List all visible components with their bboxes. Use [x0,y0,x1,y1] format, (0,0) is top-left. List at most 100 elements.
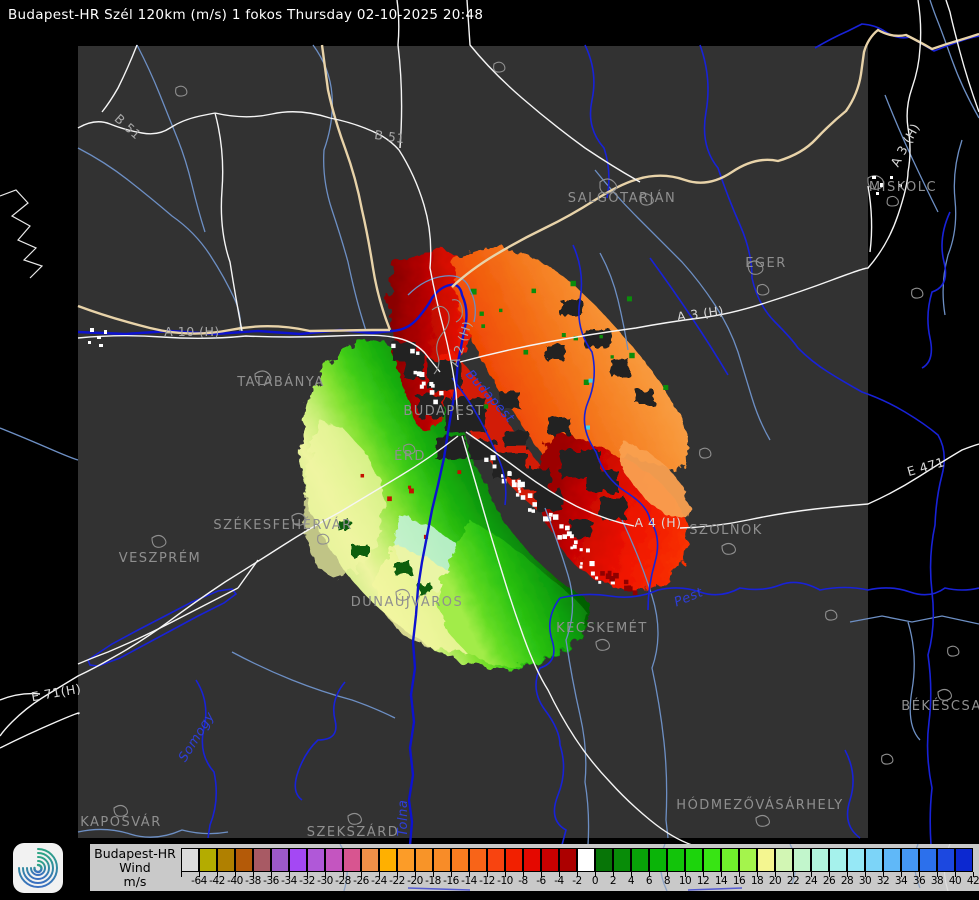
legend-color-box [595,848,613,872]
legend-tick-label: 12 [696,875,710,887]
legend-tick [865,872,866,877]
legend-color-box [901,848,919,872]
legend-color-box [289,848,307,872]
legend-tick-label: -64 [191,875,207,887]
legend-tick [271,872,272,877]
legend-color-box [649,848,667,872]
legend-tick [595,872,596,877]
legend-color-box [181,848,199,872]
legend-tick [289,872,290,877]
legend-tick [703,872,704,877]
city-label: SALGÓTARJÁN [568,190,677,206]
echo-orange-region [452,248,690,536]
road-label: B 51 [373,127,405,146]
lake-balaton [87,588,238,667]
legend-color-box [919,848,937,872]
legend-color-box [829,848,847,872]
legend-color-box [343,848,361,872]
legend-color-box [631,848,649,872]
legend-color-box [775,848,793,872]
legend-color-box [379,848,397,872]
legend-tick [451,872,452,877]
legend-color-box [721,848,739,872]
legend-tick-label: 14 [714,875,728,887]
legend-tick-label: -34 [281,875,297,887]
legend-tick-label: -10 [497,875,513,887]
legend-color-box [253,848,271,872]
legend-tick [415,872,416,877]
legend-tick [829,872,830,877]
legend-color-box [217,848,235,872]
city-label: HÓDMEZŐVÁSÁRHELY [676,797,843,813]
legend-tick [235,872,236,877]
legend-tick-label: 4 [627,875,635,887]
legend-color-box [361,848,379,872]
echo-darkgreen-patches [338,520,432,594]
road-label: A 3 (H) [676,303,725,324]
legend-tick-label: -4 [554,875,564,887]
legend-color-box [325,848,343,872]
legend-tick-label: -14 [461,875,477,887]
city-label: TATABÁNYA [236,374,325,390]
legend-tick-label: -8 [518,875,528,887]
legend-tick-label: 42 [966,875,979,887]
legend-color-box [397,848,415,872]
legend-tick-label: -18 [425,875,441,887]
legend-tick [307,872,308,877]
city-label: ÉRD [394,448,426,464]
legend-color-box [865,848,883,872]
legend-tick [361,872,362,877]
city-label: KECSKEMÉT [556,620,648,636]
city-label: VESZPRÉM [119,550,202,566]
legend-tick [775,872,776,877]
legend-tick-label: -16 [443,875,459,887]
city-label: DUNAÚJVÁROS [351,594,463,610]
legend-color-box [883,848,901,872]
road-label: E 71(H) [30,681,82,705]
city-label: KAPOSVÁR [80,814,162,830]
legend-color-box [469,848,487,872]
legend-color-box [523,848,541,872]
legend-tick [721,872,722,877]
legend-tick-label: -42 [209,875,225,887]
legend-tick-label: 38 [930,875,944,887]
legend-tick [325,872,326,877]
town-dot-clusters [88,176,902,347]
legend-tick [757,872,758,877]
legend-tick [811,872,812,877]
legend-color-box [847,848,865,872]
legend-tick-label: 34 [894,875,908,887]
legend-tick-label: 18 [750,875,764,887]
legend-color-box [739,848,757,872]
legend-color-box [433,848,451,872]
echo-data-holes [392,300,654,536]
legend-tick-label: -38 [245,875,261,887]
legend-tick [847,872,848,877]
legend-color-box [685,848,703,872]
legend-tick [685,872,686,877]
legend-color-box [937,848,955,872]
legend-tick [667,872,668,877]
legend-tick [955,872,956,877]
legend-tick-label: -30 [317,875,333,887]
road-label: E 471 [905,454,946,479]
legend-tick-label: -32 [299,875,315,887]
legend-tick-label: 22 [786,875,800,887]
legend-color-box [541,848,559,872]
legend-tick-label: -24 [371,875,387,887]
legend-tick-label: -22 [389,875,405,887]
legend-color-box [487,848,505,872]
legend-tick-label: 2 [609,875,617,887]
legend-tick-label: 32 [876,875,890,887]
city-label: BUDAPEST [403,404,484,419]
legend-tick-label: 0 [591,875,599,887]
legend-tick [649,872,650,877]
legend-tick [253,872,254,877]
legend-tick-label: 8 [663,875,671,887]
legend-tick [613,872,614,877]
legend-color-box [577,848,595,872]
country-border-line [77,28,979,335]
legend-tick [523,872,524,877]
legend-color-box [703,848,721,872]
